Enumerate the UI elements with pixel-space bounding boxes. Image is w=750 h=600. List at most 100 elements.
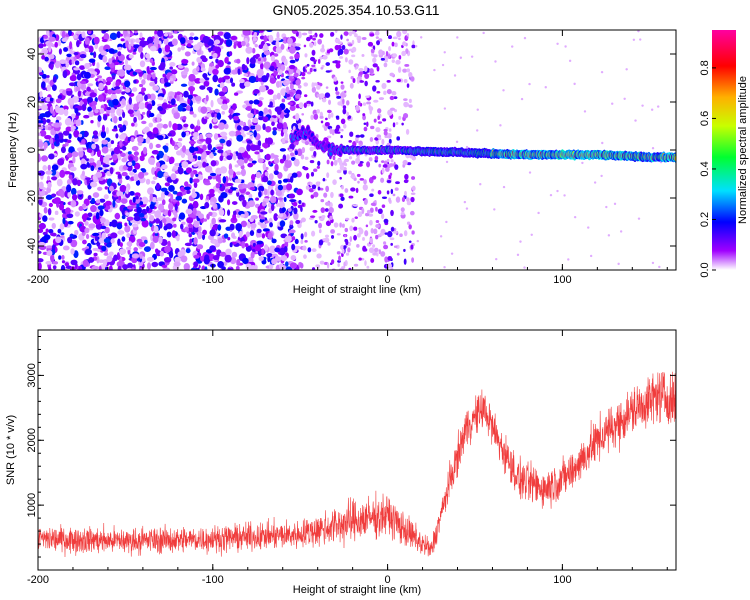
noise-cell [272, 127, 278, 131]
noise-cell [70, 248, 75, 255]
noise-cell [601, 141, 604, 145]
noise-cell [255, 171, 262, 179]
noise-cell [391, 90, 397, 96]
noise-cell [48, 153, 55, 160]
noise-cell [108, 265, 113, 270]
noise-cell [271, 121, 275, 127]
noise-cell [110, 232, 118, 239]
noise-cell [325, 117, 328, 121]
noise-cell [277, 74, 281, 80]
noise-cell [209, 152, 214, 159]
noise-cell [381, 204, 386, 209]
noise-cell [168, 202, 174, 211]
noise-cell [148, 142, 154, 150]
noise-cell [90, 181, 98, 188]
noise-cell [67, 191, 71, 198]
noise-cell [149, 193, 153, 202]
noise-cell [364, 73, 370, 79]
noise-cell [573, 82, 576, 86]
noise-cell [133, 162, 141, 170]
noise-cell [283, 128, 288, 134]
noise-cell [335, 115, 340, 119]
noise-cell [216, 112, 222, 120]
noise-cell [171, 38, 178, 46]
noise-cell [563, 194, 566, 197]
noise-cell [401, 50, 407, 57]
noise-cell [326, 262, 330, 269]
noise-cell [40, 104, 48, 111]
noise-cell [203, 218, 208, 222]
noise-cell [119, 248, 127, 255]
noise-cell [46, 74, 50, 79]
noise-cell [132, 51, 137, 55]
noise-cell [38, 141, 44, 148]
noise-cell [251, 47, 256, 54]
colorbar-ticks: 0.00.20.40.60.8 [699, 60, 716, 278]
noise-cell [311, 87, 317, 93]
noise-cell [255, 109, 259, 115]
noise-cell [304, 53, 308, 58]
noise-cell [323, 192, 328, 198]
noise-cell [189, 146, 196, 153]
noise-cell [217, 77, 224, 84]
noise-cell [366, 265, 370, 269]
noise-cell [245, 245, 252, 252]
noise-cell [366, 101, 372, 105]
noise-cell [519, 240, 522, 243]
noise-cell [239, 78, 245, 84]
noise-cell [145, 137, 151, 144]
noise-cell [213, 125, 219, 129]
noise-cell [394, 164, 399, 170]
noise-cell [356, 233, 361, 238]
noise-cell [439, 235, 443, 238]
noise-cell [339, 128, 342, 132]
noise-cell [369, 193, 374, 198]
noise-cell [581, 161, 584, 165]
noise-cell [176, 235, 180, 242]
noise-cell [152, 73, 156, 80]
noise-cell [387, 255, 393, 261]
noise-cell [295, 219, 301, 225]
noise-cell [408, 71, 413, 78]
noise-cell [284, 58, 288, 67]
noise-cell [344, 234, 347, 238]
noise-cell [246, 57, 250, 65]
noise-cell [264, 137, 269, 144]
noise-cell [109, 167, 114, 175]
noise-cell [47, 126, 52, 131]
noise-cell [304, 140, 309, 146]
noise-cell [104, 85, 108, 92]
noise-cell [226, 199, 231, 206]
noise-cell [93, 134, 98, 139]
noise-cell [344, 158, 350, 163]
noise-cell [311, 82, 315, 89]
noise-cell [354, 105, 360, 111]
noise-cell [237, 152, 243, 161]
noise-cell [185, 167, 192, 174]
noise-cell [102, 164, 110, 168]
noise-cell [233, 115, 240, 121]
noise-cell [322, 55, 328, 60]
noise-cell [172, 209, 176, 216]
noise-cell [71, 151, 79, 158]
noise-cell [607, 234, 611, 237]
noise-cell [193, 163, 199, 168]
noise-cell [523, 266, 526, 269]
snr-series-line [38, 371, 676, 558]
noise-cell [406, 83, 410, 88]
noise-cell [271, 115, 277, 119]
noise-cell [95, 212, 100, 220]
noise-cell [317, 186, 321, 191]
noise-cell [176, 91, 181, 96]
noise-cell [321, 44, 325, 50]
noise-cell [74, 60, 80, 66]
noise-cell [255, 197, 259, 201]
noise-cell [254, 43, 258, 48]
noise-cell [151, 180, 156, 185]
top-x-tick-label: -100 [202, 274, 224, 286]
noise-cell [433, 68, 436, 72]
noise-cell [110, 238, 115, 244]
noise-cell [358, 93, 361, 100]
noise-cell [87, 30, 92, 35]
